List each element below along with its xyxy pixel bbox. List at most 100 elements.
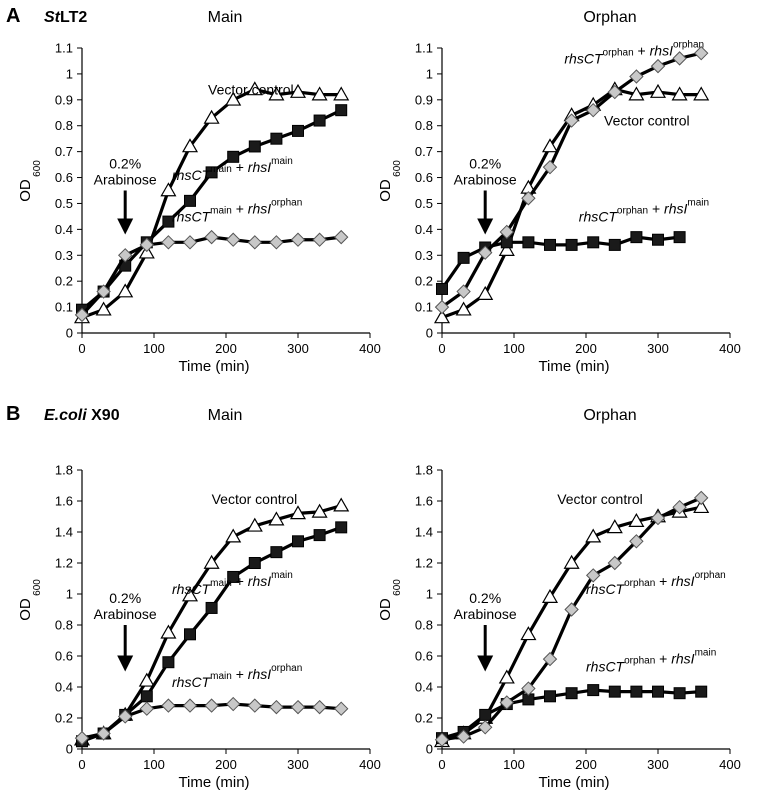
x-tick-label: 300: [287, 341, 309, 356]
annotation-part: rhsI: [671, 651, 694, 667]
data-point: [248, 140, 261, 153]
data-point: [652, 233, 664, 246]
y-tick-label: 0.9: [55, 92, 73, 107]
chart-title: Orphan: [583, 407, 636, 424]
y-tick-label: 1.6: [55, 494, 73, 509]
y-tick-label: 0.4: [415, 222, 433, 237]
data-point: [630, 685, 643, 698]
y-tick-label: 1.8: [415, 463, 433, 478]
y-tick-label: 0.8: [55, 118, 73, 133]
data-point: [225, 528, 242, 543]
y-tick-label: 0.6: [55, 649, 73, 664]
annotation-part: main: [210, 206, 232, 217]
data-point: [521, 681, 536, 696]
data-point: [138, 672, 155, 687]
data-point: [333, 497, 350, 512]
y-tick-label: 0.3: [55, 248, 73, 263]
arrow-head: [117, 655, 134, 672]
x-tick-label: 0: [78, 757, 85, 772]
series-annotation: rhsCTorphan + rhsImain: [586, 648, 716, 675]
organism-rest-a: LT2: [60, 9, 87, 26]
chart-b-orphan: Orphan 0 0.2 0.4 0.6 0.8 1 1.2 1.4 1.6 1.8 0 100 200 3…: [377, 407, 741, 791]
annotation-part: +: [232, 666, 248, 682]
data-point: [629, 534, 644, 549]
panel-letter-b: B: [6, 403, 20, 425]
series-annotation: Vector control: [604, 113, 690, 129]
data-point: [649, 83, 667, 98]
data-point: [585, 528, 602, 543]
data-point: [311, 86, 328, 101]
data-point: [434, 299, 450, 315]
x-tick-label: 400: [719, 341, 741, 356]
data-point: [292, 535, 304, 548]
data-point: [161, 235, 176, 250]
data-point: [269, 699, 284, 715]
annotation-part: +: [232, 573, 248, 589]
data-point: [652, 685, 664, 698]
data-point: [139, 701, 155, 716]
data-point: [74, 730, 90, 746]
organism-label-b: E.coli X90: [44, 407, 120, 424]
arrow-label-line1: 0.2%: [469, 156, 501, 172]
annotation-part: main: [210, 164, 232, 175]
data-point: [607, 555, 623, 571]
chart-a-main: Main 0 0.1 0.2 0.3 0.4 0.5 0.6 0.7 0.8 0.9 1 1.1 0 100…: [17, 9, 381, 375]
annotation-part: orphan: [617, 206, 648, 217]
annotation-part: +: [655, 573, 671, 589]
data-point: [181, 587, 199, 602]
series-vector-control: [73, 81, 350, 324]
annotation-part: orphan: [271, 663, 302, 674]
data-point: [248, 557, 261, 569]
data-point: [225, 232, 241, 247]
annotation-part: rhsCT: [579, 209, 619, 225]
annotation-part: +: [232, 159, 248, 175]
data-point: [693, 490, 709, 506]
data-point: [269, 235, 284, 250]
data-point: [203, 554, 220, 569]
annotation-part: rhsCT: [586, 659, 626, 675]
x-tick-label: 400: [359, 757, 381, 772]
y-tick-label: 1.2: [55, 556, 73, 571]
data-point: [522, 236, 535, 249]
y-tick-label: 0.6: [55, 170, 73, 185]
organism-rest-b: X90: [87, 407, 120, 424]
data-point: [161, 698, 176, 713]
y-tick-label: 1: [426, 66, 433, 81]
x-tick-label: 200: [575, 757, 597, 772]
data-point: [587, 684, 600, 697]
data-point: [290, 699, 306, 715]
data-point: [292, 124, 304, 137]
x-tick-label: 200: [215, 341, 237, 356]
series-annotation: Vector control: [557, 491, 643, 507]
data-point: [564, 113, 579, 128]
x-axis-label: Time (min): [538, 774, 609, 791]
y-tick-label: 0.6: [415, 170, 433, 185]
data-point: [542, 159, 558, 175]
data-point: [673, 687, 686, 700]
arrow-label-line1: 0.2%: [109, 156, 141, 172]
panel-b-header: B E.coli X90: [6, 403, 120, 425]
data-point: [205, 601, 218, 614]
data-point: [289, 505, 307, 520]
data-point: [477, 285, 494, 300]
series-vector-control: [433, 498, 710, 748]
data-point: [629, 69, 644, 84]
annotation-part: Vector control: [604, 113, 690, 129]
data-point: [650, 510, 666, 526]
series-rhsct-rhsi-square: [436, 231, 686, 295]
y-tick-label: 0: [426, 742, 433, 757]
data-point: [541, 138, 559, 153]
panel-letter-a: A: [6, 5, 20, 27]
data-point: [628, 86, 645, 101]
annotation-part: rhsCT: [172, 167, 212, 183]
data-point: [247, 698, 263, 713]
data-point: [203, 109, 220, 124]
y-tick-label: 0.5: [55, 196, 73, 211]
y-tick-label: 0: [66, 742, 73, 757]
data-point: [650, 58, 666, 74]
data-point: [140, 690, 153, 703]
data-point: [433, 309, 451, 324]
data-point: [74, 307, 90, 323]
data-point: [477, 245, 493, 260]
y-axis-label-subscript: 600: [32, 160, 43, 177]
